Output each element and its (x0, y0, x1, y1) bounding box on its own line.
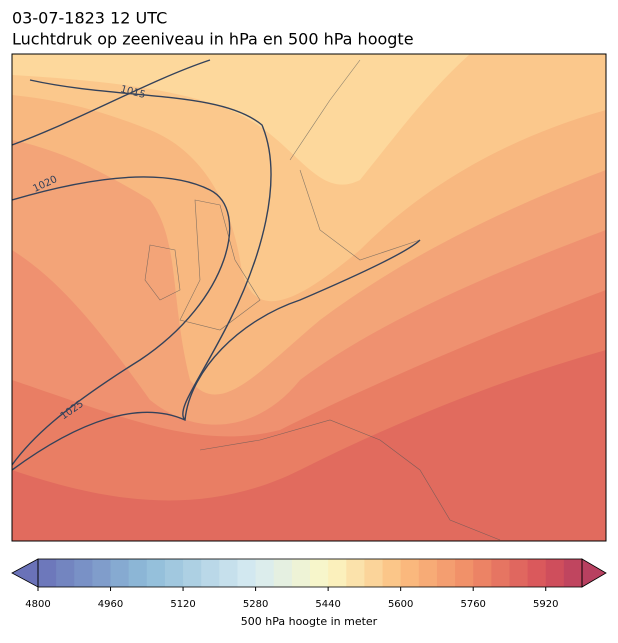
colorbar-tick-label: 5920 (533, 599, 558, 610)
colorbar-tick-label: 4960 (98, 599, 123, 610)
colorbar-bin (455, 559, 474, 587)
colorbar-bin (527, 559, 547, 587)
colorbar-bin (310, 559, 329, 587)
colorbar-bin (328, 559, 347, 587)
colorbar-bin (74, 559, 93, 587)
colorbar-bin (201, 559, 220, 587)
colorbar-bin (56, 559, 75, 587)
colorbar-tick-label: 5760 (460, 599, 485, 610)
colorbar-tick-label: 5120 (170, 599, 195, 610)
colorbar-tick-label: 5600 (388, 599, 413, 610)
colorbar-bin (38, 559, 57, 587)
colorbar-tick-label: 5280 (243, 599, 268, 610)
colorbar-bin (128, 559, 148, 587)
colorbar-extend (11, 558, 39, 588)
colorbar-bin (400, 559, 420, 587)
map (12, 54, 606, 541)
colorbar-extend (581, 558, 607, 588)
colorbar-bin (291, 559, 311, 587)
colorbar-bin (273, 559, 293, 587)
colorbar-tick-label: 5440 (315, 599, 340, 610)
colorbar-bin (219, 559, 238, 587)
colorbar-bin (418, 559, 438, 587)
colorbar-bin (92, 559, 112, 587)
colorbar-bin (255, 559, 275, 587)
colorbar-bin (146, 559, 166, 587)
colorbar-frame (37, 558, 583, 588)
colorbar-bin (164, 559, 184, 587)
colorbar-bin (473, 559, 492, 587)
map-frame (11, 53, 607, 542)
isobars (12, 59, 421, 471)
colorbar-bin (364, 559, 384, 587)
colorbar-bin (237, 559, 257, 587)
field (12, 54, 470, 185)
field (12, 54, 606, 302)
colorbar-bin (382, 559, 402, 587)
colorbar-bin (563, 559, 583, 587)
subtitle: Luchtdruk op zeeniveau in hPa en 500 hPa… (12, 30, 414, 49)
colorbar-bin (346, 559, 365, 587)
colorbar-bin (545, 559, 565, 587)
title: 03-07-1823 12 UTC (12, 9, 167, 28)
colorbar-bin (491, 559, 510, 587)
colorbar-bin (436, 559, 456, 587)
colorbar-tick-label: 4800 (25, 599, 50, 610)
colorbar-label: 500 hPa hoogte in meter (241, 615, 378, 628)
colorbar-bin (110, 559, 130, 587)
colorbar-bin (183, 559, 202, 587)
colorbar-bin (509, 559, 529, 587)
coastlines (144, 59, 501, 541)
